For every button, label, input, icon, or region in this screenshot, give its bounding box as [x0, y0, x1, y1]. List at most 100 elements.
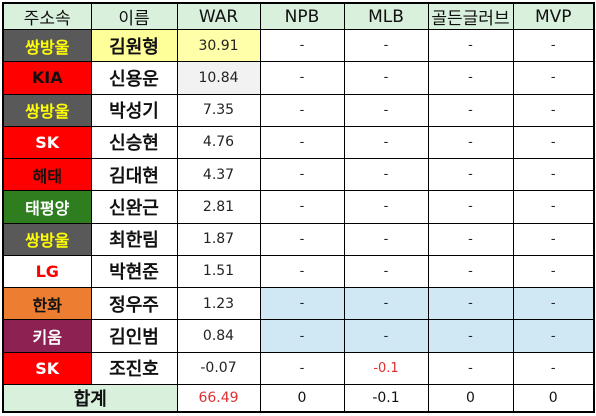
mlb-cell: - [343, 319, 429, 353]
mvp-cell: - [512, 93, 595, 127]
mvp-cell: - [512, 28, 595, 63]
header-npb: NPB [259, 2, 345, 30]
npb-cell: - [259, 190, 345, 224]
mlb-cell: -0.1 [343, 351, 429, 386]
golden-glove-cell: - [427, 287, 514, 321]
npb-cell: - [259, 125, 345, 160]
war-cell: 1.23 [176, 287, 261, 321]
golden-glove-cell: - [427, 222, 514, 256]
table-row: 쌍방울 최한림 1.87- - - - [2, 222, 595, 256]
golden-glove-cell: - [427, 190, 514, 224]
mvp-cell: - [512, 190, 595, 224]
golden-glove-cell: - [427, 28, 514, 63]
npb-cell: - [259, 319, 345, 353]
table-row: LG 박현준 1.51- - - - [2, 254, 595, 289]
golden-glove-cell: - [427, 158, 514, 192]
table-row: SK 조진호 -0.07- -0.1- - [2, 351, 595, 386]
team-cell: 한화 [2, 287, 92, 321]
war-cell: 1.87 [176, 222, 261, 256]
golden-glove-cell: - [427, 351, 514, 386]
npb-cell: - [259, 351, 345, 386]
player-name-cell: 조진호 [90, 351, 178, 386]
mlb-cell: - [343, 93, 429, 127]
player-name-cell: 김원형 [90, 28, 178, 63]
total-golden-glove: 0 [427, 384, 514, 413]
table-row: 키움 김인범 0.84- - - - [2, 319, 595, 353]
header-team: 주소속 [2, 2, 92, 30]
npb-cell: - [259, 61, 345, 95]
mlb-cell: - [343, 125, 429, 160]
total-mlb: -0.1 [343, 384, 429, 413]
team-cell: SK [2, 125, 92, 160]
mlb-cell: - [343, 222, 429, 256]
table-row: KIA 신용운 10.84- - - - [2, 61, 595, 95]
total-row: 합계 66.49 0 -0.1 0 0 [2, 384, 595, 413]
mvp-cell: - [512, 287, 595, 321]
war-cell: 1.51 [176, 254, 261, 289]
header-golden-glove: 골든글러브 [427, 2, 514, 30]
mvp-cell: - [512, 319, 595, 353]
total-war: 66.49 [176, 384, 261, 413]
mvp-cell: - [512, 125, 595, 160]
table-row: 한화 정우주 1.23- - - - [2, 287, 595, 321]
war-cell: 4.76 [176, 125, 261, 160]
npb-cell: - [259, 93, 345, 127]
mvp-cell: - [512, 61, 595, 95]
npb-cell: - [259, 254, 345, 289]
war-cell: 4.37 [176, 158, 261, 192]
player-name-cell: 신승현 [90, 125, 178, 160]
war-cell: 10.84 [176, 61, 261, 95]
mlb-cell: - [343, 287, 429, 321]
mvp-cell: - [512, 222, 595, 256]
golden-glove-cell: - [427, 61, 514, 95]
npb-cell: - [259, 28, 345, 63]
player-name-cell: 박성기 [90, 93, 178, 127]
team-cell: KIA [2, 61, 92, 95]
player-name-cell: 박현준 [90, 254, 178, 289]
mlb-cell: - [343, 190, 429, 224]
table-row: 해태 김대현 4.37- - - - [2, 158, 595, 192]
player-name-cell: 김인범 [90, 319, 178, 353]
war-cell: 0.84 [176, 319, 261, 353]
team-cell: 쌍방울 [2, 28, 92, 63]
mvp-cell: - [512, 351, 595, 386]
war-cell: 7.35 [176, 93, 261, 127]
golden-glove-cell: - [427, 93, 514, 127]
player-name-cell: 신용운 [90, 61, 178, 95]
npb-cell: - [259, 222, 345, 256]
player-name-cell: 신완근 [90, 190, 178, 224]
team-cell: LG [2, 254, 92, 289]
total-mvp: 0 [512, 384, 595, 413]
mlb-cell: - [343, 158, 429, 192]
total-npb: 0 [259, 384, 345, 413]
mlb-cell: - [343, 28, 429, 63]
player-name-cell: 최한림 [90, 222, 178, 256]
header-name: 이름 [90, 2, 178, 30]
mvp-cell: - [512, 158, 595, 192]
mvp-cell: - [512, 254, 595, 289]
player-name-cell: 정우주 [90, 287, 178, 321]
team-cell: 해태 [2, 158, 92, 192]
golden-glove-cell: - [427, 254, 514, 289]
header-war: WAR [176, 2, 261, 30]
total-label: 합계 [2, 384, 178, 413]
golden-glove-cell: - [427, 125, 514, 160]
npb-cell: - [259, 158, 345, 192]
war-cell: 30.91 [176, 28, 261, 63]
team-cell: SK [2, 351, 92, 386]
team-cell: 태평양 [2, 190, 92, 224]
war-cell: -0.07 [176, 351, 261, 386]
header-mvp: MVP [512, 2, 595, 30]
team-cell: 쌍방울 [2, 93, 92, 127]
table-row: SK 신승현 4.76- - - - [2, 125, 595, 160]
table-row: 쌍방울 김원형 30.91- - - - [2, 28, 595, 63]
table-row: 쌍방울 박성기 7.35- - - - [2, 93, 595, 127]
war-cell: 2.81 [176, 190, 261, 224]
player-name-cell: 김대현 [90, 158, 178, 192]
team-cell: 쌍방울 [2, 222, 92, 256]
npb-cell: - [259, 287, 345, 321]
golden-glove-cell: - [427, 319, 514, 353]
mlb-cell: - [343, 61, 429, 95]
team-cell: 키움 [2, 319, 92, 353]
